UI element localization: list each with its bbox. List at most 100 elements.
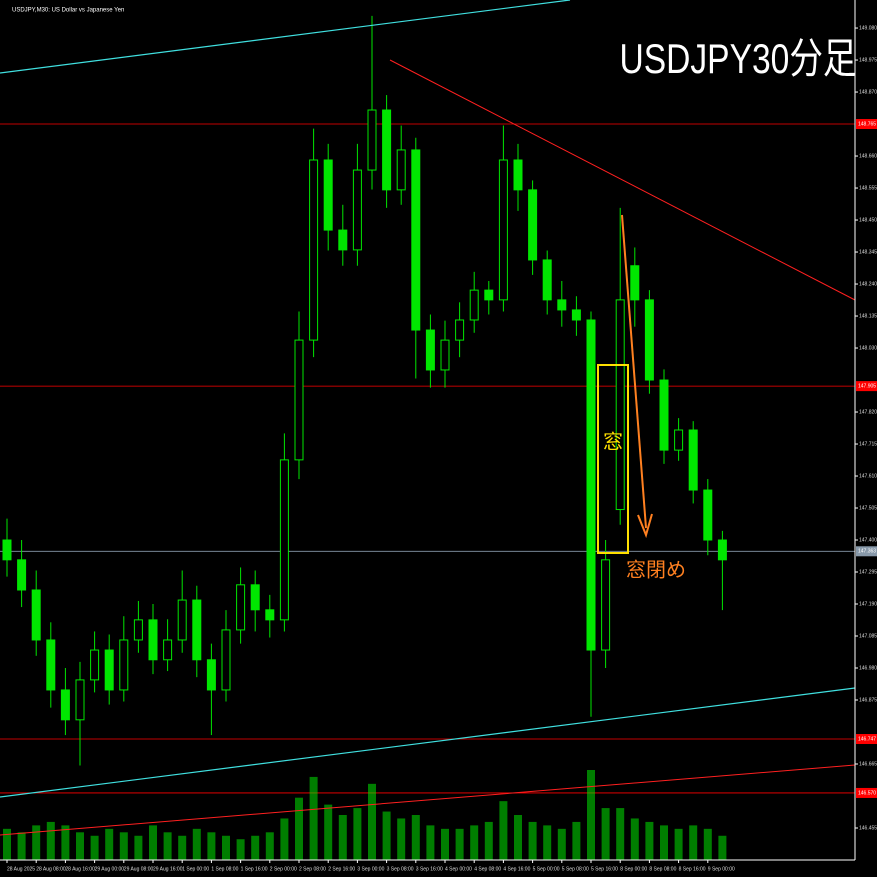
x-tick-label: 2 Sep 08:00	[299, 866, 326, 872]
x-tick-label: 1 Sep 16:00	[241, 866, 268, 872]
y-tick-label: 147.715	[859, 441, 877, 447]
volume-bar	[178, 835, 187, 860]
volume-bar	[426, 825, 435, 860]
gap-label: 窓	[603, 430, 623, 453]
candle-body	[469, 289, 479, 321]
volume-bar	[470, 825, 479, 860]
candle-body	[440, 339, 450, 371]
candle-body	[338, 229, 348, 251]
candle-body	[17, 559, 27, 591]
candle-body	[557, 299, 567, 311]
x-tick-label: 1 Sep 00:00	[182, 866, 209, 872]
x-tick-label: 2 Sep 00:00	[270, 866, 297, 872]
level-label: 148.765	[858, 121, 876, 127]
candle-body	[513, 159, 523, 191]
y-tick-label: 148.555	[859, 185, 877, 191]
candle-body	[250, 584, 260, 611]
candle-body	[630, 265, 640, 301]
gap-box	[597, 364, 629, 554]
candle-body	[528, 189, 538, 261]
volume-bar	[105, 828, 114, 860]
volume-bar	[587, 770, 595, 860]
candle-body	[309, 159, 319, 341]
level-tag	[856, 381, 877, 392]
candle-body	[323, 159, 333, 231]
y-tick-label: 148.975	[859, 57, 877, 63]
volume-bar	[397, 818, 406, 860]
volume-bar	[251, 835, 260, 860]
candle-body	[206, 659, 216, 691]
plot	[0, 15, 855, 860]
y-tick-label: 146.665	[859, 761, 877, 767]
y-tick-label: 147.505	[859, 505, 877, 511]
volume-bar	[499, 801, 508, 860]
candle-body	[644, 299, 654, 381]
y-tick-label: 147.400	[859, 537, 877, 543]
y-tick-label: 148.450	[859, 217, 877, 223]
volume-bar	[689, 825, 698, 860]
volume-bar	[32, 825, 41, 860]
volume-bar	[382, 811, 391, 860]
volume-bar	[557, 828, 566, 860]
candle-body	[192, 599, 202, 661]
level-label: 147.363	[858, 549, 876, 555]
candle-body	[75, 679, 85, 721]
candle-body	[90, 649, 100, 681]
volume-bar	[630, 818, 639, 860]
y-tick-label: 147.820	[859, 409, 877, 415]
volume-bar	[441, 828, 449, 860]
volume-bar	[353, 808, 362, 860]
y-tick-label: 147.190	[859, 601, 877, 607]
volume-bar	[236, 839, 245, 860]
y-tick-label: 146.980	[859, 665, 877, 671]
volume-bar	[616, 808, 625, 860]
candle-body	[294, 339, 304, 461]
x-tick-label: 8 Sep 08:00	[649, 866, 676, 872]
candle-body	[425, 329, 435, 371]
y-tick-label: 148.660	[859, 153, 877, 159]
volume-bar	[645, 821, 654, 860]
volume-bar	[119, 832, 128, 860]
x-tick-label: 5 Sep 08:00	[562, 866, 589, 872]
x-tick-label: 5 Sep 16:00	[591, 866, 618, 872]
trend-line	[0, 764, 856, 836]
candle-body	[542, 259, 552, 301]
candle-body	[411, 149, 421, 331]
volume-bar	[543, 825, 552, 860]
candle-body	[119, 639, 129, 691]
volume-bar	[61, 825, 70, 860]
volume-bar	[192, 828, 201, 860]
volume-bar	[222, 835, 230, 860]
candle-body	[31, 589, 41, 641]
volume-bar	[528, 821, 537, 860]
volume-bar	[411, 815, 420, 860]
candle-body	[265, 609, 275, 621]
y-tick-label: 148.240	[859, 281, 877, 287]
volume-bar	[674, 828, 683, 860]
trend-line	[0, 0, 571, 74]
y-tick-label: 148.030	[859, 345, 877, 351]
volume-bar	[514, 815, 522, 860]
arrow	[621, 214, 647, 529]
candle-body	[717, 539, 727, 561]
candle-body	[688, 429, 698, 491]
x-tick-label: 29 Aug 08:00	[124, 866, 154, 872]
level-tag	[856, 546, 877, 557]
x-tick-label: 28 Aug 08:00	[36, 866, 66, 872]
volume-bar	[295, 797, 303, 860]
candle-body	[2, 539, 12, 561]
level-label: 146.570	[858, 790, 876, 796]
x-tick-label: 3 Sep 00:00	[357, 866, 384, 872]
x-tick-label: 4 Sep 00:00	[445, 866, 472, 872]
candle-body	[396, 149, 406, 191]
level-tag	[856, 119, 877, 130]
candle-body	[163, 639, 173, 661]
volume-bar	[601, 808, 610, 860]
x-tick-label: 2 Sep 16:00	[328, 866, 355, 872]
y-tick-label: 147.295	[859, 569, 877, 575]
volume-bar	[703, 828, 712, 860]
candle-body	[352, 169, 362, 251]
gap-close-label: 窓閉め	[626, 558, 686, 581]
